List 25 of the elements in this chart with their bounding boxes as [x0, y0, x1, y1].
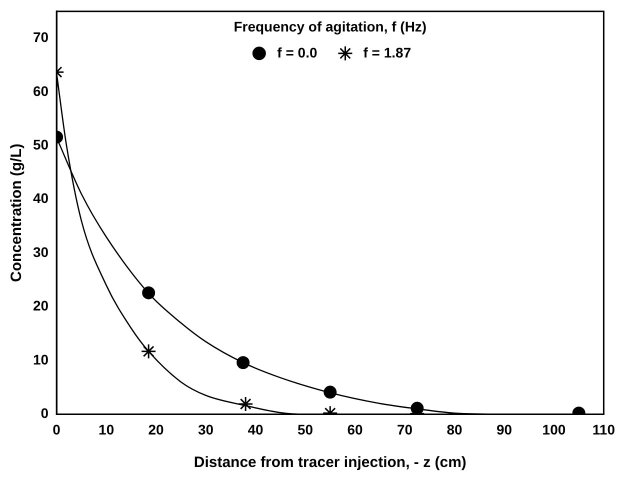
y-tick-label: 10: [32, 351, 49, 368]
x-tick-label: 60: [347, 421, 364, 438]
y-tick-label: 60: [32, 82, 49, 99]
y-tick-label: 30: [32, 244, 49, 260]
y-tick-label: 0: [40, 405, 49, 422]
y-axis-title: Concentration (g/L): [8, 144, 26, 282]
x-tick-label: 100: [542, 421, 566, 438]
x-axis-title: Distance from tracer injection, - z (cm): [194, 454, 466, 472]
legend-label: f = 0.0: [277, 44, 318, 60]
x-tick-label: 30: [198, 421, 214, 438]
x-tick-label: 40: [248, 421, 264, 438]
x-tick-label: 70: [396, 421, 413, 438]
legend-title: Frequency of agitation, f (Hz): [234, 18, 427, 34]
y-tick-label: 50: [32, 136, 49, 153]
x-tick-label: 110: [592, 421, 616, 438]
y-tick-label: 40: [32, 190, 49, 206]
y-tick-label: 70: [32, 29, 49, 46]
legend-label: f = 1.87: [363, 44, 412, 60]
x-tick-label: 80: [446, 421, 462, 438]
x-tick-label: 90: [496, 421, 512, 438]
x-tick-label: 10: [98, 421, 114, 438]
x-tick-label: 20: [148, 421, 164, 438]
y-tick-label: 20: [32, 298, 49, 314]
x-tick-label: 0: [52, 421, 61, 438]
x-tick-label: 50: [297, 421, 314, 438]
